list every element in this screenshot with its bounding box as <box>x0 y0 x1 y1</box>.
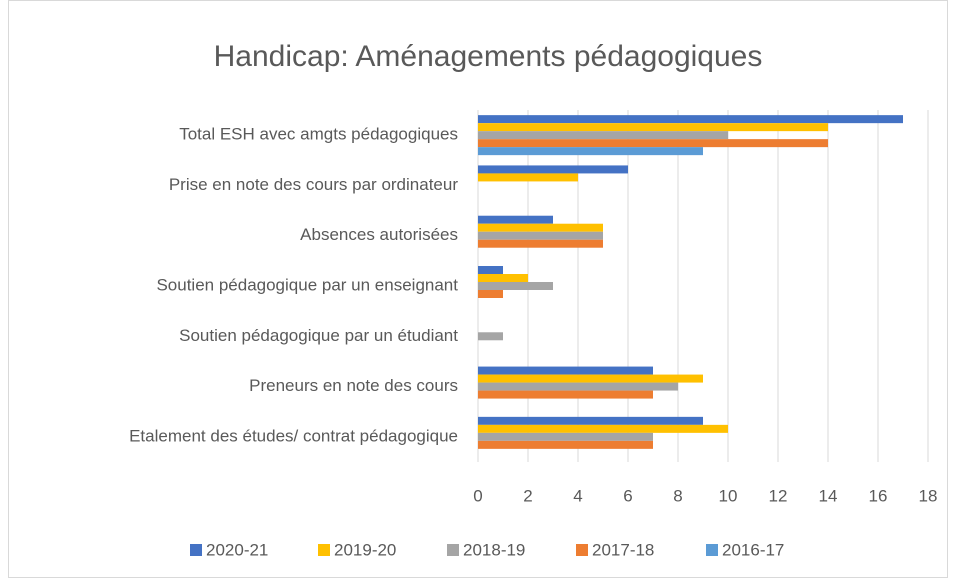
y-tick-label: Preneurs en note des cours <box>249 376 458 395</box>
legend-label: 2020-21 <box>206 540 268 559</box>
x-tick-label: 16 <box>869 486 888 505</box>
legend-label: 2018-19 <box>463 540 525 559</box>
x-tick-label: 0 <box>473 486 482 505</box>
bar <box>478 290 503 298</box>
bar <box>478 139 828 148</box>
y-tick-label: Soutien pédagogique par un enseignant <box>156 275 458 294</box>
x-tick-label: 10 <box>719 486 738 505</box>
bar <box>478 165 628 174</box>
legend-label: 2016-17 <box>722 540 784 559</box>
y-tick-label: Soutien pédagogique par un étudiant <box>179 326 458 345</box>
bar <box>478 332 503 341</box>
x-tick-label: 14 <box>819 486 838 505</box>
x-tick-label: 12 <box>769 486 788 505</box>
bar <box>478 440 653 449</box>
bar <box>478 231 603 240</box>
legend-swatch <box>447 544 459 556</box>
bar <box>478 366 653 375</box>
bar <box>478 382 678 391</box>
bar <box>478 390 653 399</box>
bar <box>478 239 603 248</box>
bar <box>478 266 503 274</box>
bar <box>478 432 653 441</box>
bar <box>478 282 553 290</box>
y-tick-label: Prise en note des cours par ordinateur <box>169 175 459 194</box>
bar <box>478 115 903 124</box>
bar <box>478 223 603 232</box>
bar <box>478 131 728 140</box>
x-tick-label: 2 <box>523 486 532 505</box>
bar <box>478 274 528 282</box>
y-tick-label: Total ESH avec amgts pédagogiques <box>179 125 458 144</box>
y-tick-label: Absences autorisées <box>300 225 458 244</box>
bar <box>478 424 728 433</box>
legend-swatch <box>190 544 202 556</box>
bar <box>478 215 553 224</box>
x-tick-label: 18 <box>919 486 938 505</box>
x-tick-label: 8 <box>673 486 682 505</box>
bar <box>478 374 703 383</box>
x-tick-label: 6 <box>623 486 632 505</box>
bar <box>478 123 828 132</box>
bar <box>478 173 578 182</box>
x-tick-label: 4 <box>573 486 582 505</box>
chart-title: Handicap: Aménagements pédagogiques <box>214 40 763 73</box>
legend-swatch <box>318 544 330 556</box>
legend-swatch <box>576 544 588 556</box>
bar <box>478 416 703 425</box>
bar <box>478 147 703 156</box>
legend-label: 2017-18 <box>592 540 654 559</box>
legend-swatch <box>706 544 718 556</box>
y-tick-label: Etalement des études/ contrat pédagogiqu… <box>129 426 458 445</box>
legend-label: 2019-20 <box>334 540 396 559</box>
